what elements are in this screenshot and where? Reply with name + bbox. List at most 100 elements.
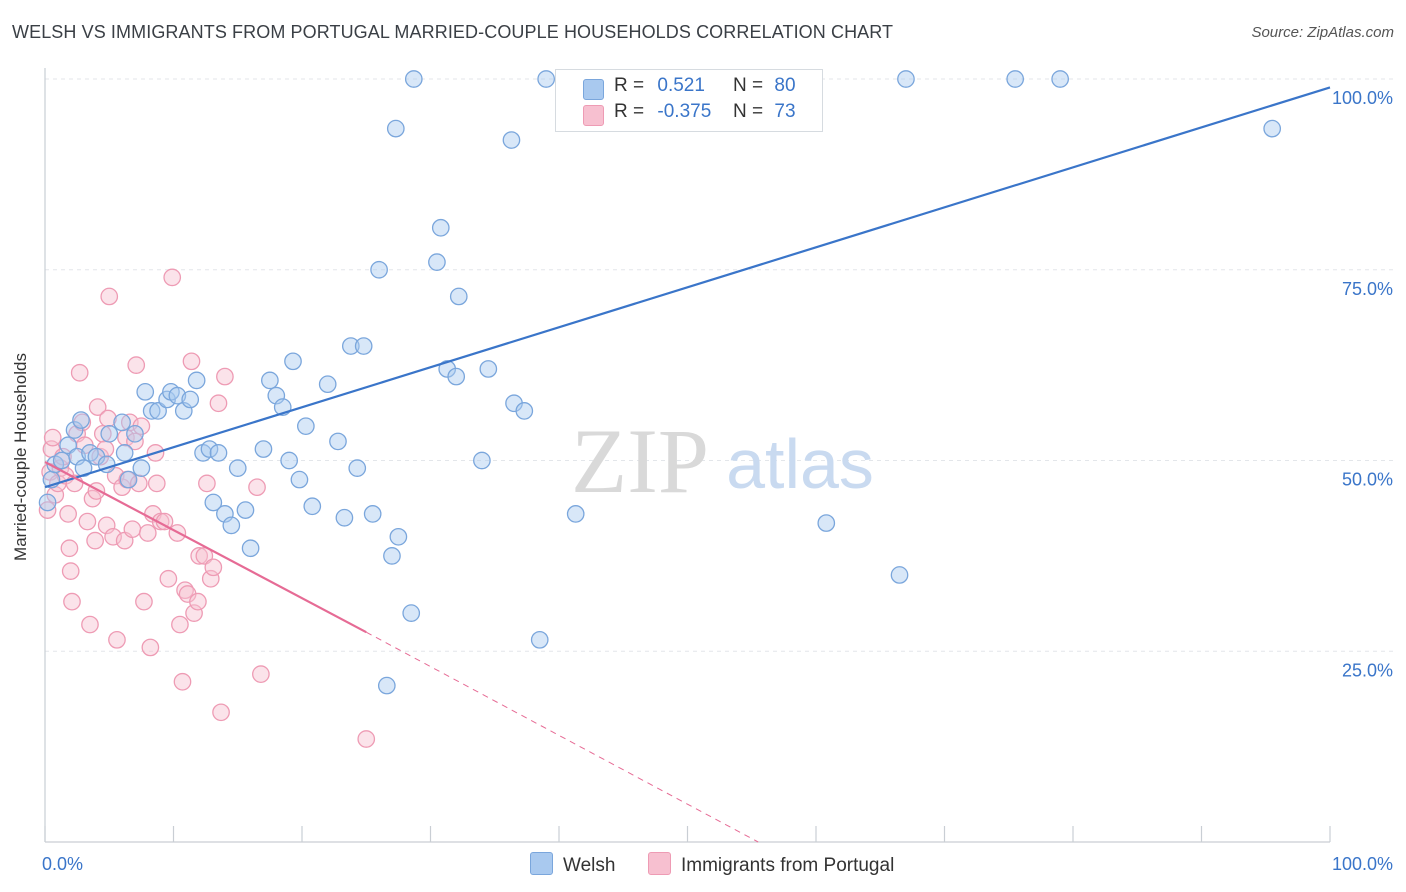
y-tick-label: 75.0%	[1342, 279, 1393, 299]
source-label: Source: ZipAtlas.com	[1251, 24, 1394, 41]
welsh-point	[897, 70, 915, 88]
welsh-point	[209, 444, 228, 462]
watermark-zip: ZIP	[571, 410, 709, 512]
legend-r-portugal: R = -0.375	[614, 101, 711, 123]
welsh-point	[404, 70, 423, 88]
welsh-point	[479, 360, 498, 378]
welsh-point	[318, 375, 337, 394]
portugal-point	[59, 505, 77, 523]
welsh-point	[431, 218, 450, 237]
portugal-point	[248, 478, 266, 497]
legend-r-value: 0.521	[657, 75, 705, 96]
portugal-point	[127, 356, 146, 374]
welsh-point	[52, 451, 71, 470]
welsh-point	[1263, 119, 1282, 138]
welsh-point	[115, 444, 134, 462]
portugal-point	[182, 352, 201, 371]
portugal-point	[201, 569, 220, 588]
y-tick-label: 50.0%	[1342, 470, 1393, 490]
welsh-point	[1051, 70, 1070, 88]
welsh-point	[348, 459, 367, 477]
portugal-point	[198, 474, 216, 493]
bottom-legend-swatch-portugal	[648, 852, 671, 875]
portugal-point	[159, 569, 178, 588]
welsh-point	[181, 390, 200, 409]
welsh-point	[284, 352, 302, 371]
legend-swatch-welsh	[583, 79, 604, 100]
welsh-point	[515, 402, 534, 420]
welsh-point	[222, 516, 241, 535]
legend-r-label: R =	[614, 101, 645, 122]
portugal-point	[141, 638, 160, 657]
portugal-point	[104, 527, 122, 546]
portugal-trend-line	[44, 461, 367, 634]
welsh-point	[126, 424, 144, 443]
legend-n-portugal: N = 73	[733, 101, 796, 123]
portugal-point	[190, 547, 209, 565]
tick-labels: 25.0% 50.0% 75.0% 100.0% 0.0% 100.0%	[42, 88, 1393, 874]
welsh-point	[280, 451, 298, 470]
welsh-point	[530, 630, 549, 649]
portugal-point	[78, 512, 97, 531]
welsh-point	[228, 459, 247, 477]
legend-n-label: N =	[733, 101, 764, 122]
portugal-point	[61, 562, 80, 580]
legend-r-welsh: R = 0.521	[614, 75, 705, 97]
portugal-point	[63, 592, 81, 611]
x-tick-label: 100.0%	[1332, 854, 1393, 874]
portugal-point	[70, 363, 89, 382]
welsh-point	[200, 440, 219, 458]
bottom-legend-welsh: Welsh	[530, 852, 615, 877]
welsh-point	[329, 432, 347, 451]
y-tick-label: 25.0%	[1342, 660, 1393, 680]
welsh-point	[383, 547, 401, 565]
portugal-point	[60, 539, 79, 558]
x-tick-label: 0.0%	[42, 854, 83, 874]
portugal-point	[43, 428, 62, 447]
welsh-point	[119, 470, 138, 489]
portugal-point	[173, 672, 192, 691]
welsh-points	[38, 70, 1282, 695]
welsh-point	[297, 417, 315, 436]
welsh-point	[428, 253, 446, 271]
welsh-point	[187, 371, 206, 390]
y-axis-label-wrap: Married-couple Households	[6, 0, 36, 892]
portugal-point	[212, 703, 230, 722]
welsh-point	[241, 539, 260, 558]
bottom-legend-swatch-welsh	[530, 852, 553, 875]
welsh-point	[449, 287, 468, 306]
welsh-point	[236, 501, 255, 519]
portugal-point	[100, 287, 119, 306]
welsh-point	[354, 337, 373, 355]
portugal-point	[189, 592, 207, 611]
portugal-point	[88, 398, 107, 416]
legend-swatch-portugal	[583, 105, 604, 126]
welsh-point	[290, 470, 309, 489]
legend-r-value: -0.375	[657, 101, 712, 122]
welsh-point	[473, 451, 491, 470]
portugal-point	[204, 558, 223, 577]
bottom-legend-portugal: Immigrants from Portugal	[648, 852, 894, 877]
welsh-point	[370, 260, 388, 279]
welsh-point	[447, 367, 466, 386]
trend-lines	[44, 86, 1331, 843]
portugal-point	[108, 630, 126, 649]
portugal-point	[99, 409, 117, 428]
legend-r-label: R =	[614, 75, 645, 96]
portugal-point	[138, 524, 157, 542]
portugal-point	[81, 615, 99, 634]
welsh-point	[386, 119, 405, 138]
portugal-point	[129, 474, 148, 493]
portugal-point	[163, 268, 182, 287]
watermark-atlas: atlas	[726, 425, 874, 503]
bottom-legend-label-portugal: Immigrants from Portugal	[681, 855, 895, 876]
welsh-point	[537, 70, 556, 88]
welsh-point	[566, 505, 585, 523]
legend-n-label: N =	[733, 75, 764, 96]
portugal-point	[252, 665, 270, 683]
welsh-point	[136, 382, 155, 401]
legend-n-value: 73	[774, 101, 796, 122]
welsh-point	[100, 424, 119, 443]
welsh-point	[132, 459, 151, 477]
welsh-point	[389, 527, 408, 546]
